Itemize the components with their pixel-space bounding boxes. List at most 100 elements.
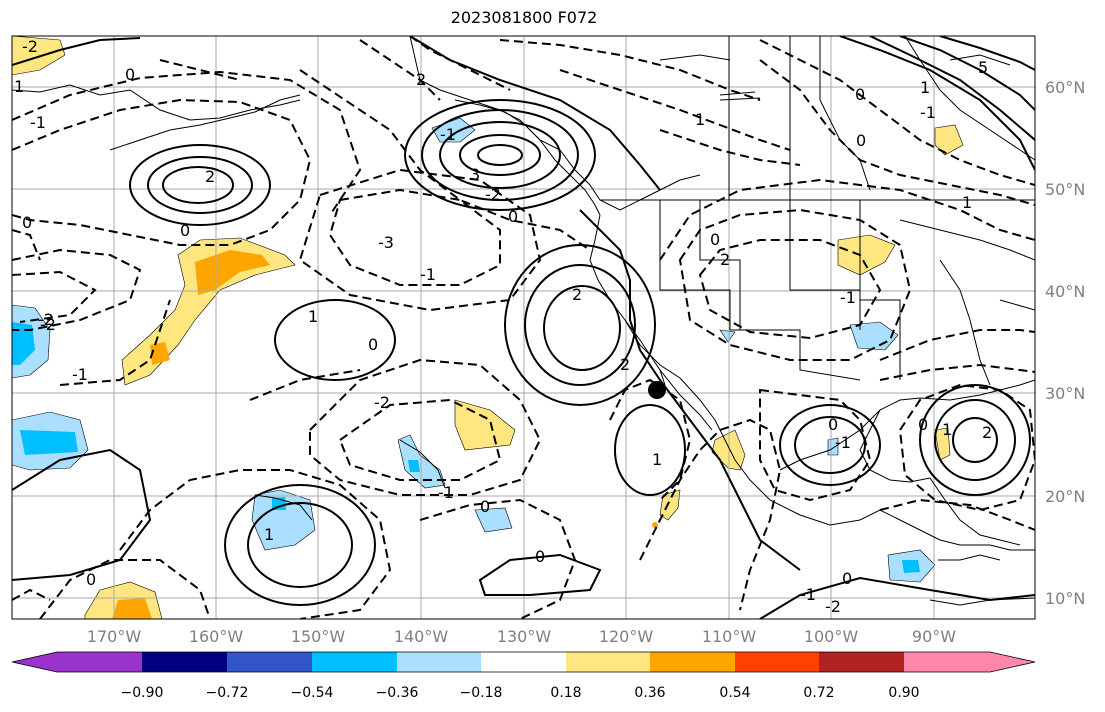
colorbar-segment bbox=[481, 652, 566, 672]
anomaly-fill bbox=[934, 427, 951, 461]
colorbar-segment bbox=[397, 652, 481, 672]
colorbar-segment bbox=[819, 652, 904, 672]
contour-label: 0 bbox=[855, 85, 865, 104]
contour-label: 0 bbox=[480, 497, 490, 516]
anomaly-fill bbox=[150, 342, 170, 365]
contour-label: -1 bbox=[420, 265, 436, 284]
colorbar-tick-label: 0.72 bbox=[803, 685, 834, 701]
contour-label: -1 bbox=[840, 288, 856, 307]
colorbar: −0.90 −0.72 −0.54 −0.36 −0.18 0.18 0.36 … bbox=[11, 651, 1036, 701]
latitude-labels: 60°N 50°N 40°N 30°N 20°N 10°N bbox=[1045, 78, 1085, 608]
location-marker bbox=[648, 381, 666, 399]
colorbar-segment bbox=[735, 652, 819, 672]
colorbar-tick-label: −0.36 bbox=[376, 685, 419, 701]
contour-label: 1 bbox=[652, 450, 662, 469]
lon-label: 160°W bbox=[189, 627, 244, 646]
solid-contours bbox=[12, 36, 1035, 619]
contour-label: -1 bbox=[72, 365, 88, 384]
map-frame bbox=[11, 35, 1036, 620]
contour-label: 2 bbox=[620, 355, 630, 374]
contour-label: 2 bbox=[416, 70, 426, 89]
contour-label: 1 bbox=[920, 78, 930, 97]
contour-label: -2 bbox=[38, 310, 54, 329]
contour-label: 1 bbox=[962, 193, 972, 212]
colorbar-segments bbox=[57, 652, 990, 672]
lon-label: 90°W bbox=[912, 627, 956, 646]
anomaly-fill bbox=[474, 507, 513, 533]
contour-label: 3 bbox=[470, 165, 480, 184]
contour-label: 0 bbox=[918, 415, 928, 434]
contour-label: 1 bbox=[14, 77, 24, 96]
colorbar-segment bbox=[57, 652, 142, 672]
lat-label: 40°N bbox=[1045, 282, 1085, 301]
contour-label: 1 bbox=[695, 110, 705, 129]
contour-label: 2 bbox=[205, 167, 215, 186]
contour-label: -2 bbox=[22, 37, 38, 56]
contour-label: 1 bbox=[942, 420, 952, 439]
lon-label: 140°W bbox=[394, 627, 449, 646]
colorbar-max-extension bbox=[990, 652, 1035, 672]
anomaly-fill bbox=[12, 322, 35, 365]
contour-label: 2 bbox=[982, 423, 992, 442]
colorbar-segment bbox=[312, 652, 397, 672]
contour-label: -1 bbox=[30, 113, 46, 132]
anomaly-fill bbox=[408, 460, 420, 472]
lon-label: 110°W bbox=[702, 627, 757, 646]
colorbar-segment bbox=[227, 652, 312, 672]
colorbar-segment bbox=[650, 652, 735, 672]
anomaly-fill bbox=[431, 117, 476, 143]
colorbar-segment bbox=[566, 652, 650, 672]
contour-label: 2 bbox=[720, 250, 730, 269]
colorbar-tick-label: −0.18 bbox=[460, 685, 503, 701]
contour-label: 0 bbox=[368, 335, 378, 354]
contour-label: 5 bbox=[978, 58, 988, 77]
lon-label: 150°W bbox=[291, 627, 346, 646]
colorbar-tick-label: −0.90 bbox=[121, 685, 164, 701]
contour-label: 2 bbox=[572, 285, 582, 304]
contour-label: -1 bbox=[920, 103, 936, 122]
contour-label: 1 bbox=[308, 307, 318, 326]
anomaly-fill bbox=[902, 560, 920, 573]
contour-label: -2 bbox=[374, 393, 390, 412]
colorbar-segment bbox=[142, 652, 227, 672]
lon-label: 120°W bbox=[599, 627, 654, 646]
anomaly-fill bbox=[719, 329, 736, 343]
lat-label: 50°N bbox=[1045, 180, 1085, 199]
colorbar-outline bbox=[11, 651, 1036, 673]
contour-label: 0 bbox=[86, 570, 96, 589]
contour-label: 0 bbox=[842, 569, 852, 588]
colorbar-tick-label: 0.54 bbox=[719, 685, 750, 701]
colorbar-tick-label: −0.54 bbox=[291, 685, 334, 701]
anomaly-fill bbox=[652, 522, 658, 528]
contour-label: 0 bbox=[125, 65, 135, 84]
anomaly-fill bbox=[112, 598, 152, 619]
anomaly-fill bbox=[195, 250, 270, 295]
contour-label: -2 bbox=[485, 185, 501, 204]
map-content: -2 -1 0 1 2 3 5 -3 0 -1 2 1 0 -1 -2 0 1 … bbox=[12, 36, 1035, 619]
anomaly-fill bbox=[837, 234, 896, 276]
contour-label: 0 bbox=[856, 131, 866, 150]
anomaly-fill bbox=[454, 399, 516, 451]
contour-label: -1 bbox=[438, 483, 454, 502]
colorbar-tick-label: 0.18 bbox=[550, 685, 581, 701]
lon-label: 100°W bbox=[804, 627, 859, 646]
contour-label: 0 bbox=[180, 221, 190, 240]
contour-label: 0 bbox=[22, 213, 32, 232]
anomaly-fill bbox=[12, 36, 66, 76]
colorbar-min-extension bbox=[12, 652, 57, 672]
contour-label: -1 bbox=[800, 585, 816, 604]
contour-label: -3 bbox=[378, 233, 394, 252]
lon-label: 130°W bbox=[497, 627, 552, 646]
anomaly-fill bbox=[934, 124, 964, 156]
lat-label: 10°N bbox=[1045, 589, 1085, 608]
contour-label: 0 bbox=[828, 415, 838, 434]
contour-label: -1 bbox=[835, 433, 851, 452]
plot-title: 2023081800 F072 bbox=[450, 8, 598, 27]
contour-label: 1 bbox=[264, 525, 274, 544]
colorbar-tick-label: −0.72 bbox=[206, 685, 249, 701]
colorbar-segment bbox=[904, 652, 990, 672]
colorbar-ticks: −0.90 −0.72 −0.54 −0.36 −0.18 0.18 0.36 … bbox=[121, 685, 920, 701]
contour-label: 0 bbox=[710, 230, 720, 249]
lat-label: 20°N bbox=[1045, 487, 1085, 506]
anomaly-fill bbox=[659, 489, 681, 521]
